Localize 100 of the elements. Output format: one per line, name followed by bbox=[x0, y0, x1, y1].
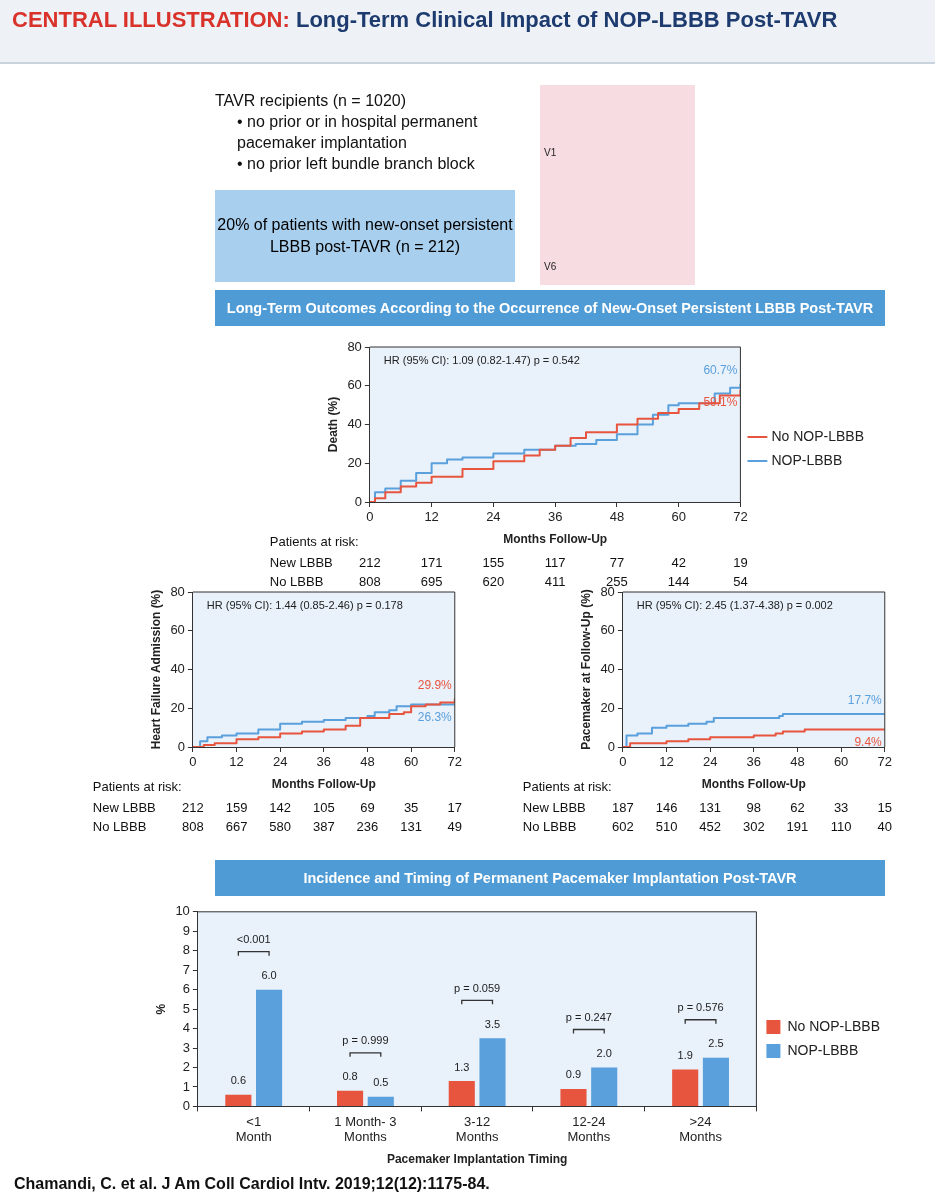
data-label: 2.0 bbox=[596, 1047, 612, 1060]
x-tick-label: 1 Month- 3 Months bbox=[334, 1113, 397, 1145]
x-tick-label: 72 bbox=[447, 754, 462, 770]
text: 33 bbox=[833, 799, 849, 815]
data-label: 1.3 bbox=[454, 1060, 470, 1073]
text: 98 bbox=[746, 799, 762, 815]
annotation: HR (95% CI): 1.44 (0.85-2.46) p = 0.178 bbox=[206, 598, 403, 611]
bar bbox=[479, 1038, 506, 1106]
text: 452 bbox=[699, 818, 722, 834]
text: 142 bbox=[269, 799, 292, 815]
text: 580 bbox=[269, 818, 292, 834]
text: 117 bbox=[544, 554, 566, 570]
text: 620 bbox=[482, 573, 505, 589]
text: 131 bbox=[400, 818, 422, 834]
text: 808 bbox=[359, 573, 381, 589]
text: 110 bbox=[830, 818, 852, 834]
annotation: p = 0.999 bbox=[342, 1034, 389, 1047]
x-tick-label: 3-12 Months bbox=[455, 1113, 499, 1145]
text: Patients at risk: bbox=[92, 778, 182, 794]
x-tick-label: 60 bbox=[833, 754, 849, 770]
text: 144 bbox=[667, 573, 690, 589]
chart-subtitle: Long-Term Outcomes According to the Occurrence of New-Onset Persistent LBBB Post-TAVR bbox=[215, 290, 885, 326]
text: New LBBB bbox=[522, 799, 586, 815]
y-tick-label: 80 bbox=[347, 338, 362, 354]
data-label: 1.9 bbox=[677, 1048, 693, 1061]
text: 20% of patients with new-onset persistent LBBB post-TAVR (n = 212) bbox=[215, 190, 515, 282]
bar bbox=[367, 1096, 394, 1106]
data-label: 0.9 bbox=[565, 1068, 582, 1081]
y-axis-title: Heart Failure Admission (%) bbox=[148, 589, 163, 750]
y-tick-label: 60 bbox=[170, 622, 185, 638]
legend-label: NOP-LBBB bbox=[787, 1041, 859, 1058]
data-label: 0.6 bbox=[230, 1074, 246, 1087]
annotation: 17.7% bbox=[847, 693, 883, 708]
y-tick-label: 20 bbox=[347, 454, 362, 470]
text: 159 bbox=[225, 799, 248, 815]
x-tick-label: 24 bbox=[702, 754, 718, 770]
x-axis-title: Months Follow-Up bbox=[271, 777, 376, 792]
legend-label: NOP-LBBB bbox=[771, 451, 843, 468]
text: No LBBB bbox=[92, 818, 147, 834]
y-tick-label: 4 bbox=[182, 1020, 190, 1036]
bar bbox=[448, 1081, 475, 1106]
x-tick-label: 0 bbox=[366, 509, 374, 525]
text: 236 bbox=[356, 818, 379, 834]
text: 212 bbox=[359, 554, 381, 570]
x-tick-label: 60 bbox=[671, 509, 686, 525]
annotation: 9.4% bbox=[854, 734, 883, 749]
y-tick-label: 40 bbox=[347, 416, 362, 432]
text: 667 bbox=[225, 818, 248, 834]
y-tick-label: 40 bbox=[600, 661, 615, 677]
chart-title: Incidence and Timing of Permanent Pacemaker Implantation Post-TAVR bbox=[215, 860, 885, 896]
x-tick-label: 0 bbox=[619, 754, 627, 770]
text: 42 bbox=[671, 554, 686, 570]
y-tick-label: 60 bbox=[600, 622, 615, 638]
x-tick-label: 72 bbox=[877, 754, 892, 770]
data-label: 0.5 bbox=[373, 1076, 389, 1089]
text: 77 bbox=[609, 554, 625, 570]
y-tick-label: 60 bbox=[347, 377, 362, 393]
text: • no prior or in hospital permanent pacemaker implantation bbox=[236, 112, 479, 153]
bar bbox=[702, 1057, 729, 1106]
text: 69 bbox=[360, 799, 375, 815]
text: • no prior left bundle branch block bbox=[236, 154, 476, 174]
y-tick-label: 20 bbox=[600, 699, 615, 715]
text: 695 bbox=[420, 573, 443, 589]
x-tick-label: 60 bbox=[403, 754, 419, 770]
text: 35 bbox=[403, 799, 419, 815]
x-tick-label: 12 bbox=[424, 509, 439, 525]
text: New LBBB bbox=[92, 799, 156, 815]
data-label: 6.0 bbox=[261, 969, 277, 982]
y-tick-label: 0 bbox=[182, 1097, 190, 1113]
bar bbox=[337, 1090, 364, 1106]
chart-title: CENTRAL ILLUSTRATION: Long-Term Clinical Impact of NOP-LBBB Post-TAVR bbox=[12, 7, 838, 32]
text: Patients at risk: bbox=[522, 778, 612, 794]
x-tick-label: 12 bbox=[659, 754, 674, 770]
text: Patients at risk: bbox=[269, 533, 359, 549]
annotation: 60.7% bbox=[703, 363, 738, 378]
x-axis-title: Months Follow-Up bbox=[503, 532, 608, 547]
x-tick-label: 24 bbox=[272, 754, 288, 770]
text: 387 bbox=[312, 818, 335, 834]
x-tick-label: <1 Month bbox=[235, 1113, 272, 1145]
text: 49 bbox=[447, 818, 462, 834]
x-tick-label: 48 bbox=[609, 509, 625, 525]
text: 131 bbox=[699, 799, 722, 815]
x-tick-label: 12 bbox=[229, 754, 244, 770]
text: 602 bbox=[612, 818, 634, 834]
annotation: HR (95% CI): 1.09 (0.82-1.47) p = 0.542 bbox=[383, 353, 580, 366]
annotation: <0.001 bbox=[236, 933, 271, 946]
annotation: HR (95% CI): 2.45 (1.37-4.38) p = 0.002 bbox=[636, 598, 833, 611]
y-axis-title: Pacemaker at Follow-Up (%) bbox=[578, 589, 593, 750]
y-tick-label: 80 bbox=[170, 583, 185, 599]
text: 17 bbox=[447, 799, 462, 815]
text: 808 bbox=[182, 818, 204, 834]
text: Chamandi, C. et al. J Am Coll Cardiol Intv. 2019;12(12):1175-84. bbox=[14, 1175, 490, 1193]
text: 105 bbox=[312, 799, 335, 815]
annotation: 29.9% bbox=[417, 677, 453, 692]
x-tick-label: 48 bbox=[360, 754, 375, 770]
y-tick-label: 6 bbox=[182, 981, 190, 997]
x-axis-title: Pacemaker Implantation Timing bbox=[386, 1152, 568, 1167]
text: TAVR recipients (n = 1020) bbox=[215, 91, 408, 111]
annotation: 59.1% bbox=[703, 394, 738, 409]
y-tick-label: 3 bbox=[182, 1039, 190, 1055]
